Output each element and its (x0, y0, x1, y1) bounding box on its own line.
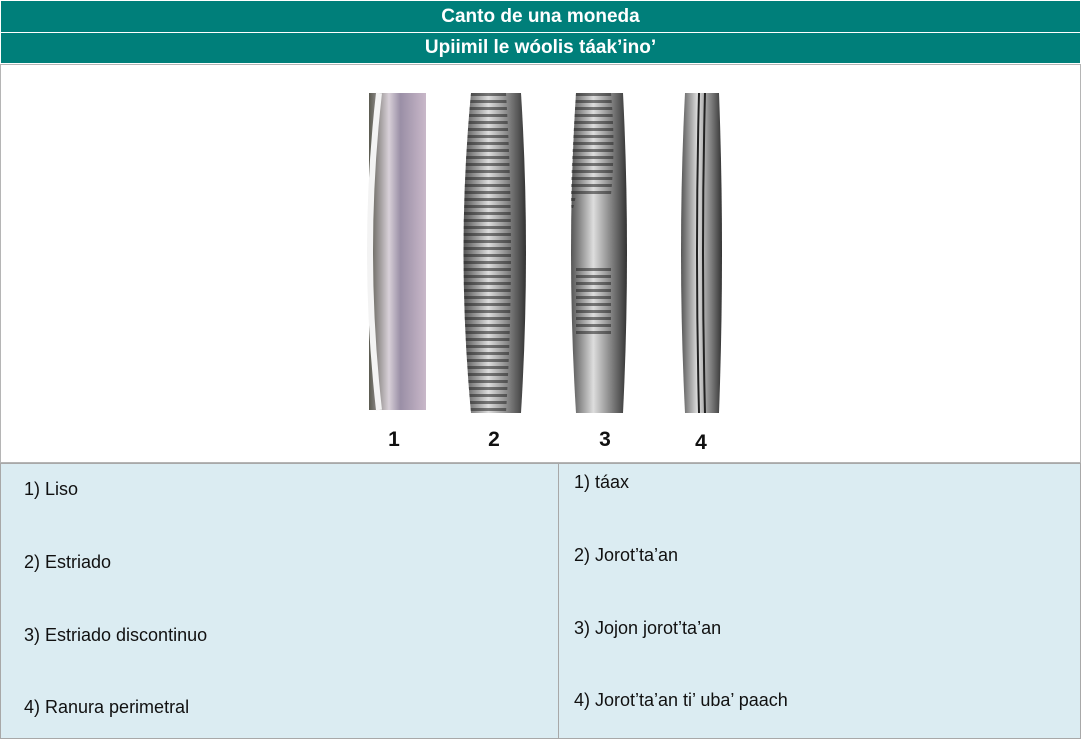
item: 4) Ranura perimetral (24, 697, 190, 717)
item: 3) Estriado discontinuo (24, 625, 208, 645)
coin-label: 2 (488, 428, 500, 451)
coin-2-ridges (463, 93, 511, 413)
right-cell: 1) táax 2) Jorot’ta’an 3) Jojon jorot’ta… (558, 463, 1081, 739)
item: 1) Liso (24, 479, 79, 499)
item: 3) Jojon jorot’ta’an (574, 618, 722, 638)
coin-4 (681, 93, 722, 413)
coin-1 (369, 93, 426, 410)
coin-3-ridges (571, 93, 614, 335)
item: 1) táax (574, 472, 630, 492)
figure: 1 2 3 4 (0, 64, 1081, 463)
item: 4) Jorot’ta’an ti’ uba’ paach (574, 690, 788, 710)
item: 2) Jorot’ta’an (574, 545, 679, 565)
coin-label: 4 (695, 431, 707, 454)
left-cell: 1) Liso 2) Estriado 3) Estriado disconti… (0, 463, 559, 739)
coin-label: 1 (388, 428, 400, 451)
item: 2) Estriado (24, 552, 112, 572)
title: Canto de una moneda (0, 0, 1081, 33)
coin-1-rim (367, 92, 382, 411)
coin-edges: 1 2 3 4 (367, 92, 722, 454)
coin-4-groove (696, 92, 706, 414)
coin-label: 3 (599, 428, 611, 451)
subtitle: Upiimil le wóolis táak’ino’ (0, 32, 1081, 64)
